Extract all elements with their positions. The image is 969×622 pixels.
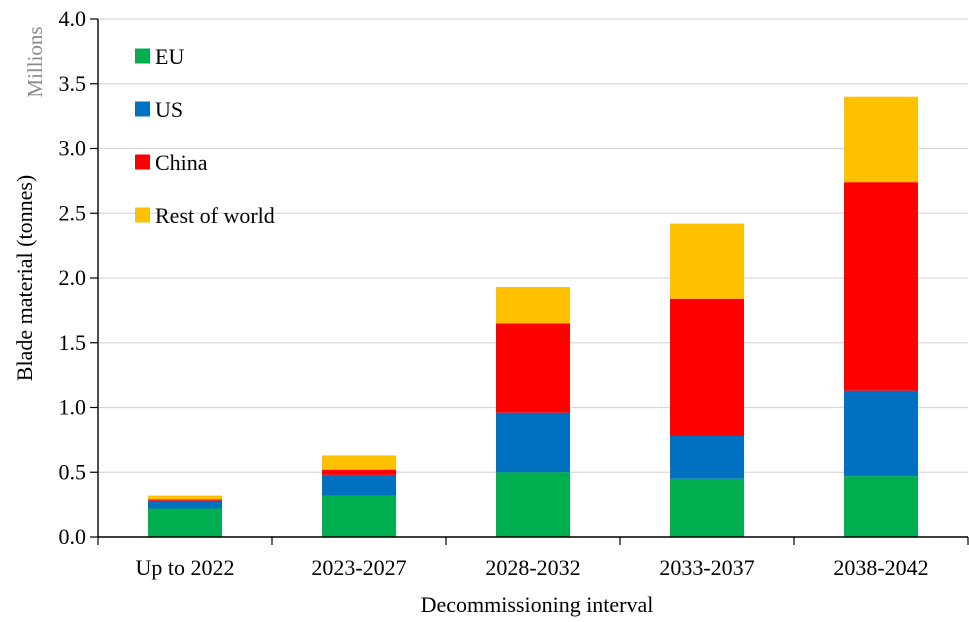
bar-segment-eu: [670, 478, 744, 537]
y-tick-label: 4.0: [59, 6, 87, 31]
y-tick-label: 1.5: [59, 330, 87, 355]
legend: EU US China Rest of world: [135, 44, 275, 228]
bar-segment-eu: [496, 472, 570, 537]
x-tick-label: Up to 2022: [136, 555, 235, 580]
y-tick-label: 2.0: [59, 265, 87, 290]
legend-swatch: [135, 154, 150, 170]
bar-segment-china: [496, 323, 570, 413]
x-tick-labels: Up to 2022 2023-2027 2028-2032 2033-2037 203…: [136, 555, 929, 580]
y-tick-label: 3.0: [59, 136, 87, 161]
y-tick-label: 1.0: [59, 395, 87, 420]
axes: [90, 18, 969, 545]
legend-swatch: [135, 207, 150, 223]
legend-label: China: [155, 150, 208, 175]
legend-label: US: [155, 97, 183, 122]
bar-segment-us: [670, 435, 744, 479]
bar-segment-us: [322, 474, 396, 496]
bar-segment-eu: [844, 476, 918, 537]
y-axis-units: Millions: [23, 26, 47, 97]
legend-swatch: [135, 101, 150, 117]
bar-segment-eu: [322, 495, 396, 537]
y-axis-title: Blade material (tonnes): [12, 175, 37, 381]
bar-segment-us: [496, 412, 570, 473]
y-tick-label: 3.5: [59, 71, 87, 96]
bar-segment-rest-of-world: [496, 287, 570, 324]
bar-segment-china: [670, 298, 744, 436]
bar-segment-rest-of-world: [670, 223, 744, 299]
legend-label: Rest of world: [155, 203, 275, 228]
bar-segment-rest-of-world: [844, 96, 918, 183]
bar-stacks: [148, 96, 918, 537]
x-tick-label: 2028-2032: [485, 555, 580, 580]
bar-segment-eu: [148, 508, 222, 537]
y-tick-label: 0.0: [59, 524, 87, 549]
y-tick-label: 0.5: [59, 459, 87, 484]
x-axis-title: Decommissioning interval: [421, 592, 654, 617]
bar-segment-us: [148, 500, 222, 509]
legend-swatch: [135, 48, 150, 64]
bar-segment-rest-of-world: [148, 495, 222, 500]
x-tick-label: 2033-2037: [659, 555, 754, 580]
x-tick-label: 2023-2027: [311, 555, 406, 580]
y-tick-labels: 0.0 0.5 1.0 1.5 2.0 2.5 3.0 3.5 4.0: [59, 6, 87, 549]
bar-segment-china: [322, 469, 396, 475]
bar-segment-us: [844, 390, 918, 477]
bar-segment-rest-of-world: [322, 455, 396, 470]
legend-label: EU: [155, 44, 184, 69]
bar-segment-china: [148, 499, 222, 501]
y-tick-label: 2.5: [59, 200, 87, 225]
bar-segment-china: [844, 182, 918, 391]
x-tick-label: 2038-2042: [833, 555, 928, 580]
